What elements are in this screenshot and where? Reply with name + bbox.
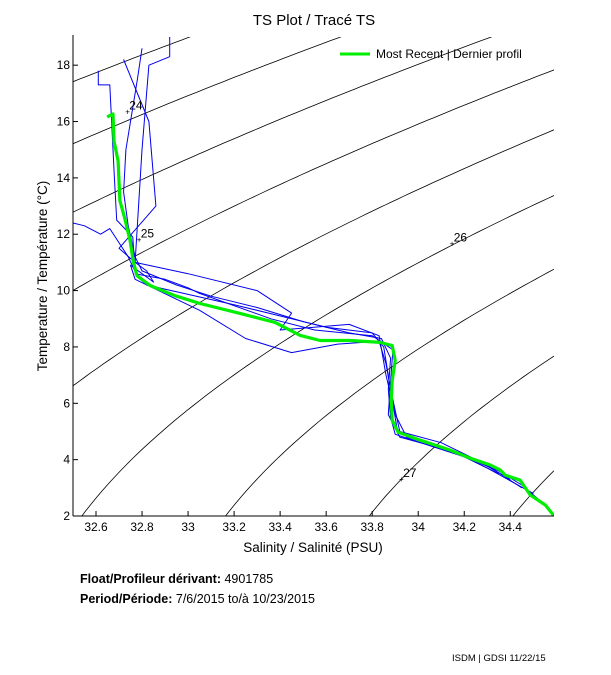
x-tick-label: 34.2 [453, 520, 477, 534]
x-tick-label: 33.6 [314, 520, 338, 534]
contour-label-24: +24 [125, 98, 143, 116]
density-contour-24 [73, 37, 342, 145]
series-historical-profile [73, 99, 511, 480]
x-tick-label: 34.4 [499, 520, 523, 534]
float-info: Float/Profileur dérivant: 4901785 [80, 572, 273, 586]
x-tick-label: 33.8 [361, 520, 385, 534]
float-label: Float/Profileur dérivant: [80, 572, 221, 586]
contour-marker: + [399, 475, 404, 484]
series-historical-profile [118, 59, 534, 494]
x-tick-label: 33.2 [222, 520, 246, 534]
y-tick-label: 10 [57, 284, 71, 298]
axes: 32.6 32.8 33 33.2 33.4 33.6 33.8 34 34.2 34.42468… [57, 35, 554, 534]
series-most-recent [106, 112, 554, 516]
contour-label-text: 25 [141, 226, 155, 240]
float-id: 4901785 [224, 572, 274, 586]
period-label: Period/Période: [80, 592, 173, 606]
period-end: 10/23/2015 [252, 592, 315, 606]
x-tick-label: 32.8 [130, 520, 154, 534]
period-info: Period/Période: 7/6/2015 to/à 10/23/2015 [80, 592, 315, 606]
x-tick-label: 34 [412, 520, 426, 534]
period-separator: to/à [228, 592, 249, 606]
y-tick-label: 6 [63, 396, 70, 410]
x-axis-label: Salinity / Salinité (PSU) [243, 540, 383, 555]
period-start: 7/6/2015 [175, 592, 225, 606]
series-historical-profile [123, 48, 546, 506]
contour-label-26: +26 [450, 231, 468, 249]
series-historical-profile [134, 37, 500, 475]
density-contour-26 [81, 195, 554, 516]
contour-label-text: 24 [129, 98, 143, 112]
contour-marker: + [125, 107, 130, 116]
y-tick-label: 2 [63, 509, 70, 523]
density-contour-25 [73, 69, 554, 291]
series-group [73, 37, 554, 516]
x-tick-label: 33.4 [268, 520, 292, 534]
y-tick-label: 18 [57, 58, 71, 72]
contour-label-27: +27 [399, 466, 417, 484]
density-contours [73, 37, 554, 516]
y-tick-label: 12 [57, 227, 71, 241]
contour-label-text: 27 [403, 466, 417, 480]
contour-label-text: 26 [454, 231, 468, 245]
legend-label-most-recent: Most Recent | Dernier profil [376, 47, 522, 61]
y-tick-label: 8 [63, 340, 70, 354]
density-contour-23.5 [73, 37, 191, 83]
contour-label-25: +25 [137, 226, 155, 244]
y-tick-label: 14 [57, 171, 71, 185]
footer-credit: ISDM | GDSI 11/22/15 [452, 653, 546, 664]
chart-title: TS Plot / Tracé TS [253, 12, 375, 29]
density-contour-27 [368, 355, 554, 516]
x-tick-label: 33 [181, 520, 195, 534]
density-contour-25.5 [73, 129, 554, 387]
x-tick-label: 32.6 [84, 520, 108, 534]
legend: Most Recent | Dernier profil [340, 47, 522, 61]
ts-plot: TS Plot / Tracé TS 32.6 32.8 33 33.2 33.4 33.… [35, 12, 554, 555]
contour-marker: + [450, 240, 455, 249]
density-contour-26.5 [225, 268, 554, 516]
y-axis-label: Temperature / Température (°C) [35, 181, 50, 371]
y-tick-label: 4 [63, 453, 70, 467]
y-tick-label: 16 [57, 115, 71, 129]
contour-marker: + [137, 235, 142, 244]
